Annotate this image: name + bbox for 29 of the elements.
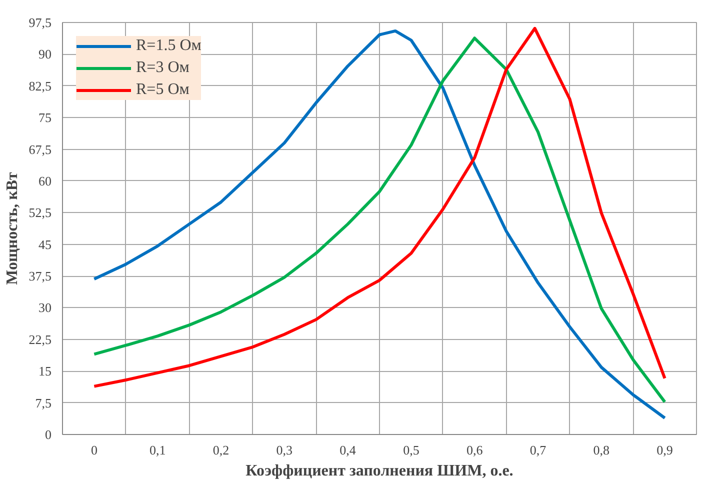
legend-label: R=5 Ом bbox=[136, 81, 190, 99]
y-tick-label: 52,5 bbox=[28, 205, 52, 220]
y-tick-label: 75 bbox=[38, 110, 52, 126]
y-tick-label: 22,5 bbox=[28, 332, 52, 347]
x-tick-label: 0,1 bbox=[149, 442, 166, 458]
y-tick-label: 30 bbox=[38, 300, 52, 316]
y-tick-label: 90 bbox=[38, 46, 52, 62]
y-tick-label: 7,5 bbox=[35, 395, 52, 410]
y-tick-label: 37,5 bbox=[28, 268, 52, 284]
x-tick-label: 0,6 bbox=[466, 442, 484, 458]
y-tick-label: 60 bbox=[38, 173, 52, 188]
x-tick-label: 0,9 bbox=[656, 442, 673, 458]
y-tick-label: 67,5 bbox=[28, 142, 52, 157]
x-tick-label: 0 bbox=[90, 442, 98, 458]
x-tick-label: 0,5 bbox=[403, 442, 420, 458]
x-tick-label: 0,2 bbox=[212, 442, 230, 458]
y-tick-label: 97,5 bbox=[28, 15, 52, 30]
y-tick-label: 15 bbox=[38, 364, 52, 379]
y-tick-label: 45 bbox=[38, 236, 52, 252]
legend-label: R=1.5 Ом bbox=[136, 37, 202, 55]
legend-label: R=3 Ом bbox=[136, 59, 190, 77]
y-axis-title: Мощность, кВт bbox=[4, 172, 21, 285]
y-tick-label: 82,5 bbox=[28, 78, 52, 94]
x-tick-label: 0,8 bbox=[593, 442, 610, 458]
x-tick-label: 0,3 bbox=[276, 442, 293, 458]
x-tick-label: 0,7 bbox=[530, 442, 547, 458]
y-tick-label: 0 bbox=[45, 427, 52, 442]
x-tick-label: 0,4 bbox=[340, 442, 356, 458]
x-axis-title: Коэффициент заполнения ШИМ, о.е. bbox=[246, 462, 514, 480]
